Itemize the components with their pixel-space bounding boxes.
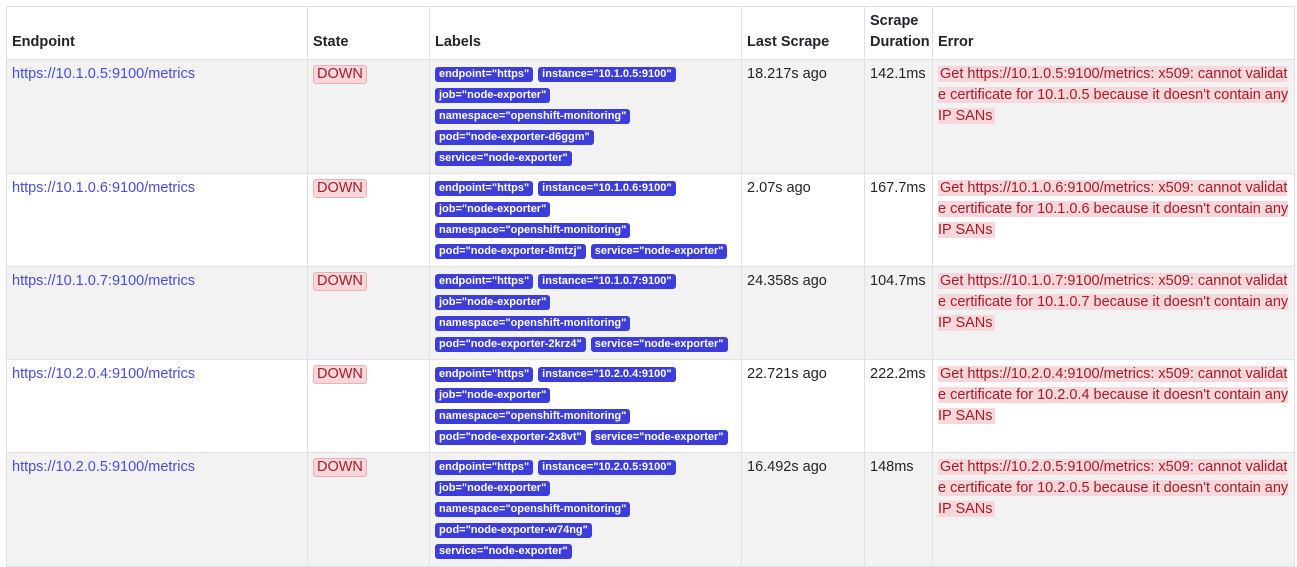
error-message: Get https://10.1.0.7:9100/metrics: x509:… xyxy=(938,273,1289,331)
state-cell: DOWN xyxy=(307,266,430,360)
endpoint-link[interactable]: https://10.2.0.4:9100/metrics xyxy=(12,366,195,382)
header-endpoint: Endpoint xyxy=(6,6,308,60)
label-badge: instance="10.2.0.4:9100" xyxy=(538,367,676,382)
scrape-duration-cell: 222.2ms xyxy=(864,359,933,453)
label-badge: instance="10.1.0.5:9100" xyxy=(538,67,676,82)
scrape-duration-cell: 148ms xyxy=(864,452,933,567)
label-badge: service="node-exporter" xyxy=(435,544,572,559)
labels-cell: endpoint="https" instance="10.1.0.5:9100"… xyxy=(429,59,742,174)
label-badge: namespace="openshift-monitoring" xyxy=(435,409,631,424)
label-badge: namespace="openshift-monitoring" xyxy=(435,502,631,517)
label-badge: service="node-exporter" xyxy=(435,151,572,166)
last-scrape-cell: 16.492s ago xyxy=(741,452,865,567)
endpoint-cell: https://10.2.0.4:9100/metrics xyxy=(6,359,308,453)
label-badge: pod="node-exporter-d6ggm" xyxy=(435,130,594,145)
label-badge: endpoint="https" xyxy=(435,367,534,382)
label-badge: instance="10.1.0.6:9100" xyxy=(538,181,676,196)
state-cell: DOWN xyxy=(307,452,430,567)
scrape-duration-cell: 142.1ms xyxy=(864,59,933,174)
label-badge: instance="10.1.0.7:9100" xyxy=(538,274,676,289)
endpoint-cell: https://10.1.0.5:9100/metrics xyxy=(6,59,308,174)
header-error: Error xyxy=(932,6,1295,60)
endpoint-link[interactable]: https://10.1.0.5:9100/metrics xyxy=(12,66,195,82)
endpoint-cell: https://10.1.0.6:9100/metrics xyxy=(6,173,308,267)
header-scrape-duration: Scrape Duration xyxy=(864,6,933,60)
label-badge: job="node-exporter" xyxy=(435,88,551,103)
label-badge: service="node-exporter" xyxy=(590,430,728,445)
label-badge: endpoint="https" xyxy=(435,181,534,196)
last-scrape-cell: 22.721s ago xyxy=(741,359,865,453)
label-badge: namespace="openshift-monitoring" xyxy=(435,316,631,331)
endpoint-cell: https://10.2.0.5:9100/metrics xyxy=(6,452,308,567)
label-badge: instance="10.2.0.5:9100" xyxy=(538,460,676,475)
endpoint-cell: https://10.1.0.7:9100/metrics xyxy=(6,266,308,360)
table-row: https://10.1.0.6:9100/metrics DOWN endpoin… xyxy=(6,173,1295,267)
label-badge: pod="node-exporter-8mtzj" xyxy=(435,244,586,259)
label-badge: endpoint="https" xyxy=(435,460,534,475)
error-cell: Get https://10.1.0.7:9100/metrics: x509:… xyxy=(932,266,1295,360)
labels-cell: endpoint="https" instance="10.1.0.6:9100"… xyxy=(429,173,742,267)
error-cell: Get https://10.1.0.6:9100/metrics: x509:… xyxy=(932,173,1295,267)
label-badge: namespace="openshift-monitoring" xyxy=(435,223,631,238)
state-badge: DOWN xyxy=(313,179,367,198)
endpoint-link[interactable]: https://10.1.0.7:9100/metrics xyxy=(12,273,195,289)
label-badge: pod="node-exporter-2krz4" xyxy=(435,337,586,352)
state-cell: DOWN xyxy=(307,59,430,174)
labels-cell: endpoint="https" instance="10.2.0.4:9100"… xyxy=(429,359,742,453)
last-scrape-cell: 18.217s ago xyxy=(741,59,865,174)
label-badge: endpoint="https" xyxy=(435,274,534,289)
error-cell: Get https://10.2.0.5:9100/metrics: x509:… xyxy=(932,452,1295,567)
error-message: Get https://10.1.0.5:9100/metrics: x509:… xyxy=(938,66,1289,124)
labels-cell: endpoint="https" instance="10.1.0.7:9100"… xyxy=(429,266,742,360)
state-cell: DOWN xyxy=(307,173,430,267)
scrape-duration-cell: 104.7ms xyxy=(864,266,933,360)
header-state: State xyxy=(307,6,430,60)
state-badge: DOWN xyxy=(313,365,367,384)
label-badge: job="node-exporter" xyxy=(435,481,551,496)
targets-table: Endpoint State Labels Last Scrape Scrape… xyxy=(6,6,1295,567)
label-badge: endpoint="https" xyxy=(435,67,534,82)
state-badge: DOWN xyxy=(313,65,367,84)
error-message: Get https://10.2.0.5:9100/metrics: x509:… xyxy=(938,459,1289,517)
header-last-scrape: Last Scrape xyxy=(741,6,865,60)
scrape-duration-cell: 167.7ms xyxy=(864,173,933,267)
state-badge: DOWN xyxy=(313,458,367,477)
label-badge: pod="node-exporter-w74ng" xyxy=(435,523,592,538)
label-badge: job="node-exporter" xyxy=(435,295,551,310)
error-cell: Get https://10.1.0.5:9100/metrics: x509:… xyxy=(932,59,1295,174)
state-cell: DOWN xyxy=(307,359,430,453)
label-badge: job="node-exporter" xyxy=(435,202,551,217)
error-cell: Get https://10.2.0.4:9100/metrics: x509:… xyxy=(932,359,1295,453)
error-message: Get https://10.2.0.4:9100/metrics: x509:… xyxy=(938,366,1289,424)
endpoint-link[interactable]: https://10.2.0.5:9100/metrics xyxy=(12,459,195,475)
header-labels: Labels xyxy=(429,6,742,60)
table-row: https://10.2.0.5:9100/metrics DOWN endpoin… xyxy=(6,452,1295,567)
last-scrape-cell: 2.07s ago xyxy=(741,173,865,267)
label-badge: service="node-exporter" xyxy=(590,244,728,259)
endpoint-link[interactable]: https://10.1.0.6:9100/metrics xyxy=(12,180,195,196)
label-badge: service="node-exporter" xyxy=(590,337,728,352)
label-badge: job="node-exporter" xyxy=(435,388,551,403)
table-row: https://10.1.0.5:9100/metrics DOWN endpoin… xyxy=(6,59,1295,174)
table-row: https://10.1.0.7:9100/metrics DOWN endpoin… xyxy=(6,266,1295,360)
last-scrape-cell: 24.358s ago xyxy=(741,266,865,360)
table-row: https://10.2.0.4:9100/metrics DOWN endpoin… xyxy=(6,359,1295,453)
state-badge: DOWN xyxy=(313,272,367,291)
label-badge: pod="node-exporter-2x8vt" xyxy=(435,430,586,445)
error-message: Get https://10.1.0.6:9100/metrics: x509:… xyxy=(938,180,1289,238)
labels-cell: endpoint="https" instance="10.2.0.5:9100"… xyxy=(429,452,742,567)
table-header-row: Endpoint State Labels Last Scrape Scrape… xyxy=(6,6,1295,60)
label-badge: namespace="openshift-monitoring" xyxy=(435,109,631,124)
